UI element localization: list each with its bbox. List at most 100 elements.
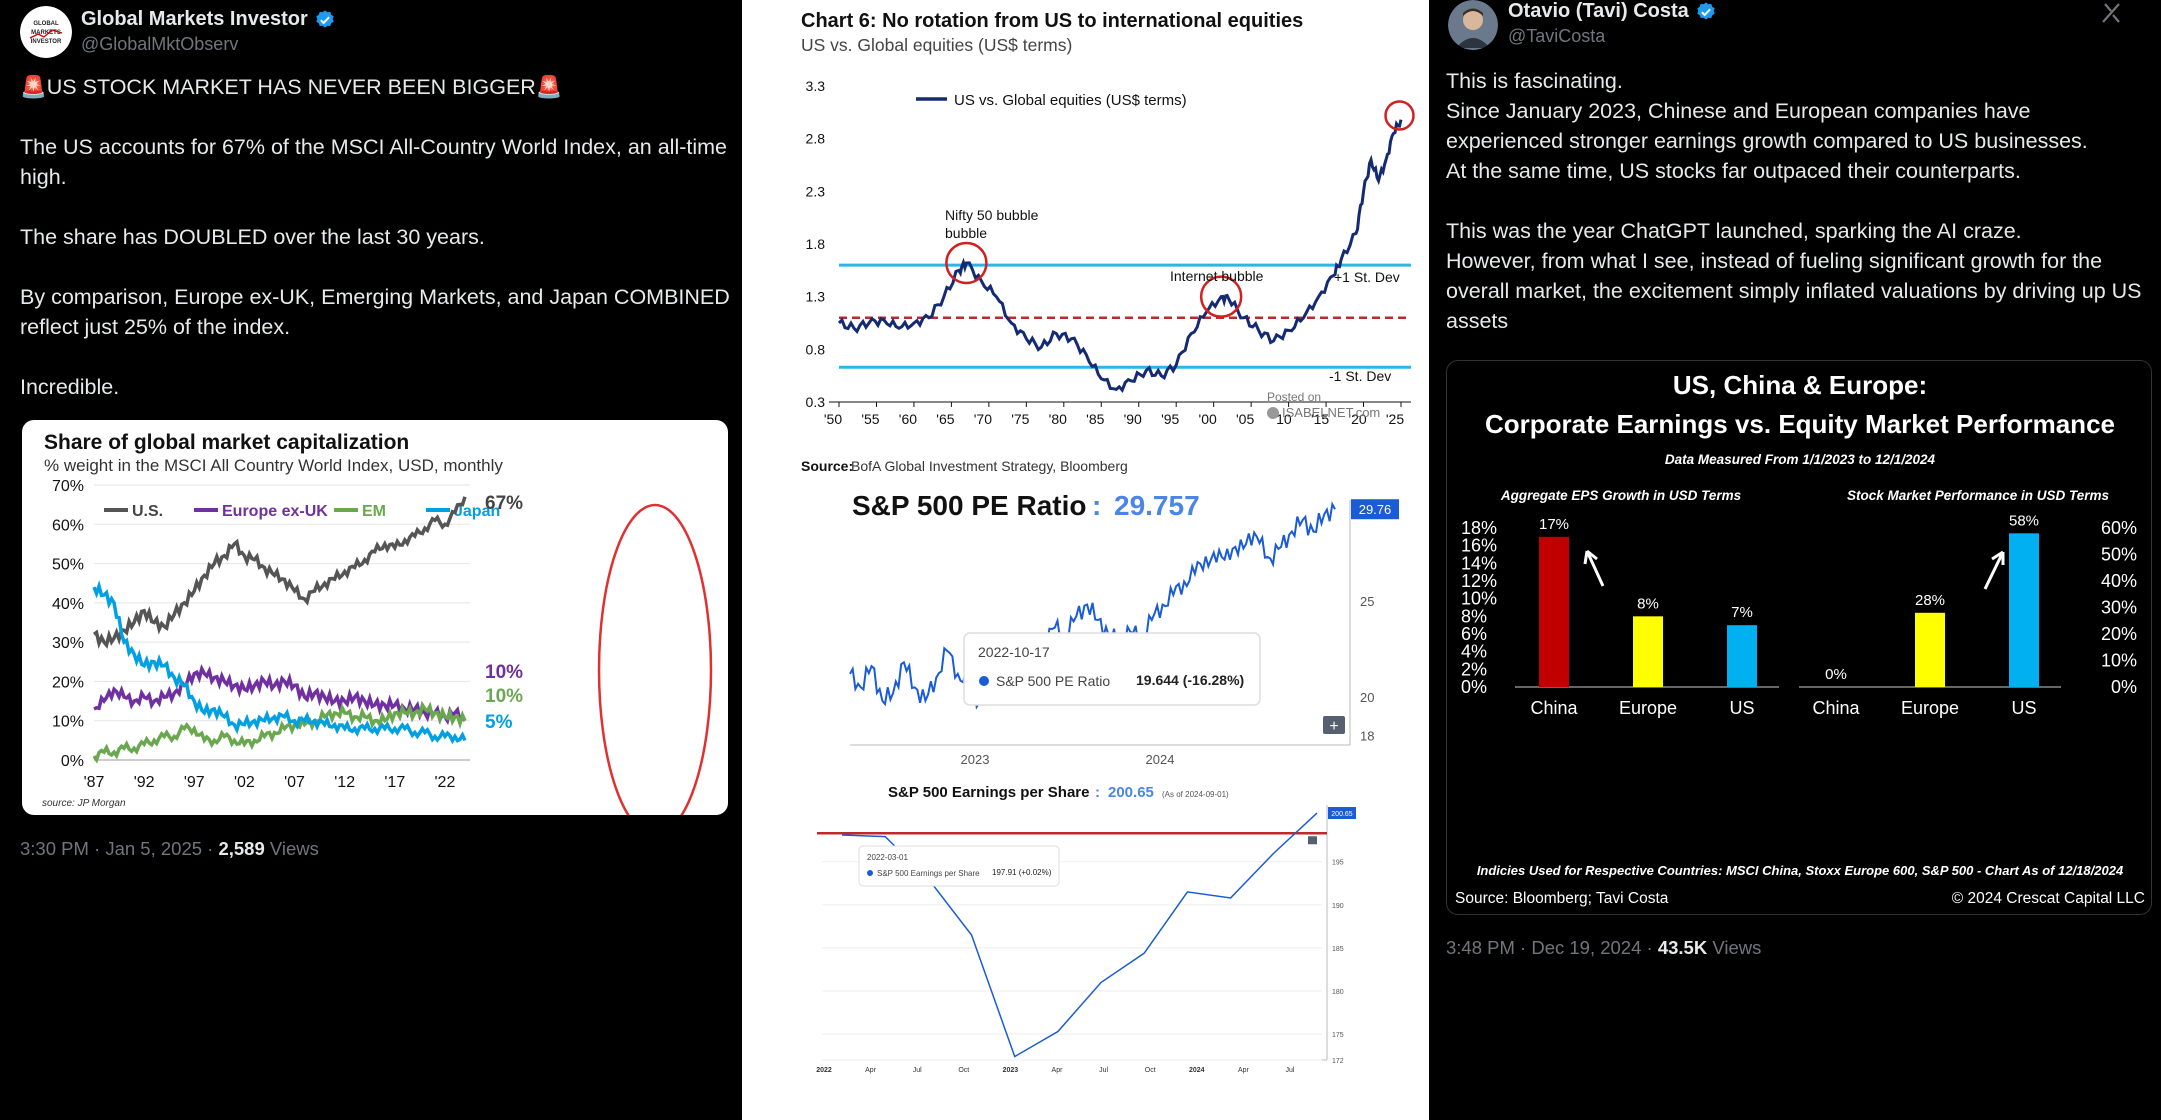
legend-label: EM — [362, 503, 386, 520]
y-tick-label: 30% — [52, 635, 84, 652]
y-tick-label: 1.8 — [806, 236, 826, 252]
share-chart-card[interactable]: Share of global market capitalization % … — [22, 420, 728, 815]
tweet-timestamp[interactable]: 3:30 PM · Jan 5, 2025 · — [20, 838, 219, 859]
y-tick-label: 20% — [52, 674, 84, 691]
tooltip-value: 197.91 (+0.02%) — [992, 868, 1052, 877]
crescat-chart-card[interactable]: US, China & Europe: Corporate Earnings v… — [1446, 360, 2152, 915]
category-label: China — [1812, 698, 1860, 718]
tweet-paragraph: Incredible. — [20, 375, 120, 399]
x-tick-label: Apr — [865, 1067, 877, 1074]
pe-chart: S&P 500 PE Ratio : 29.757 25 20 18 2023 2024… — [849, 490, 1399, 767]
tweet-timestamp[interactable]: 3:48 PM · Dec 19, 2024 · — [1446, 937, 1658, 958]
y-tick-label: 40% — [52, 596, 84, 613]
tooltip-dot — [979, 676, 989, 686]
legend-label: Japan — [454, 503, 500, 520]
y-tick-label: 195 — [1332, 860, 1344, 867]
y-tick-label: 0% — [2111, 677, 2137, 697]
category-label: US — [2011, 698, 2036, 718]
author-avatar[interactable] — [1448, 0, 1498, 50]
bar-us — [1727, 625, 1757, 687]
tweet-meta[interactable]: 3:30 PM · Jan 5, 2025 · 2,589 Views — [20, 838, 319, 860]
author-handle[interactable]: @TaviCosta — [1508, 26, 1606, 46]
tooltip-value: 19.644 (-16.28%) — [1136, 672, 1244, 688]
avatar-line: INVESTOR — [31, 39, 62, 45]
author-name-text[interactable]: Global Markets Investor — [81, 8, 308, 30]
x-tick-label: '17 — [384, 774, 405, 791]
verified-badge-icon — [1697, 1, 1715, 20]
current-badge — [1328, 807, 1356, 820]
source-label: Source: — [801, 458, 853, 474]
x-tick-label: '02 — [234, 774, 255, 791]
x-tick-label: 2024 — [1146, 752, 1175, 767]
tweet-paragraph: This was the year ChatGPT launched, spar… — [1446, 219, 2022, 243]
y-tick-label: 3.3 — [806, 78, 826, 94]
watermark-line1: Posted on — [1267, 390, 1321, 404]
current-badge-value: 29.76 — [1359, 502, 1392, 517]
eps-tooltip[interactable]: 2022-03-01 S&P 500 Earnings per Share 19… — [858, 845, 1060, 887]
tweet-paragraph: However, from what I see, instead of fue… — [1446, 249, 2142, 333]
x-tick-label: '55 — [861, 411, 879, 427]
x-tick-label: Apr — [1238, 1067, 1250, 1074]
x-tick-label: '90 — [1124, 411, 1142, 427]
x-tick-label: '75 — [1011, 411, 1029, 427]
bar-us — [2009, 533, 2039, 687]
views-label: Views — [1707, 937, 1762, 958]
expand-button[interactable]: + — [1323, 716, 1345, 735]
chart-title: S&P 500 Earnings per Share — [888, 784, 1089, 801]
y-tick-label: 20 — [1360, 690, 1374, 705]
x-tick-label: Apr — [1052, 1067, 1064, 1074]
bar-europe — [1633, 616, 1663, 687]
watermark-line2: ISABELNET.com — [1282, 405, 1380, 420]
tooltip-label: S&P 500 PE Ratio — [996, 673, 1110, 689]
author-handle[interactable]: @GlobalMktObserv — [81, 34, 239, 54]
chart-title: S&P 500 PE Ratio — [852, 490, 1086, 521]
x-tick-label: Jul — [1099, 1067, 1108, 1074]
author-name[interactable]: Otavio (Tavi) Costa — [1508, 0, 1717, 23]
author-name[interactable]: Global Markets Investor — [81, 8, 336, 31]
pe-tooltip[interactable]: 2022-10-17 S&P 500 PE Ratio 19.644 (-16.… — [963, 632, 1261, 706]
arrow-up-icon — [1983, 550, 2005, 590]
author-avatar[interactable]: GLOBAL MARKETS INVESTOR — [20, 6, 72, 58]
x-tick-label: '87 — [84, 774, 105, 791]
tweet-text: This is fascinating. Since January 2023,… — [1446, 66, 2151, 336]
author-name-text[interactable]: Otavio (Tavi) Costa — [1508, 0, 1689, 22]
eps-chart: S&P 500 Earnings per Share : 200.65 (As … — [816, 784, 1356, 1074]
share-chart: Share of global market capitalization % … — [42, 431, 713, 815]
series-end-label: 5% — [485, 712, 513, 733]
y-tick-label: 4% — [1461, 642, 1487, 662]
tweet-paragraph: Since January 2023, Chinese and European… — [1446, 99, 2088, 153]
bar-value-label: 28% — [1915, 592, 1945, 609]
tooltip-label: S&P 500 Earnings per Share — [877, 869, 980, 878]
chart-source: source: JP Morgan — [42, 798, 126, 809]
x-tick-label: '70 — [974, 411, 992, 427]
crescat-chart: US, China & Europe: Corporate Earnings v… — [1455, 370, 2145, 907]
category-label: Europe — [1619, 698, 1677, 718]
series-line-japan — [92, 580, 467, 745]
highlight-circle — [597, 503, 713, 815]
y-tick-label: 0% — [1461, 677, 1487, 697]
x-tick-label: 2022 — [816, 1067, 832, 1074]
y-tick-label: 60% — [2101, 518, 2137, 538]
chart-legend: US vs. Global equities (US$ terms) — [954, 92, 1187, 109]
series-end-label: 10% — [485, 662, 523, 683]
bar-value-label: 7% — [1731, 604, 1753, 621]
y-tick-label: 0.8 — [806, 341, 826, 357]
y-tick-label: 6% — [1461, 624, 1487, 644]
tweet-paragraph: The share has DOUBLED over the last 30 y… — [20, 225, 485, 249]
title-sep: : — [1092, 490, 1101, 521]
y-tick-label: 185 — [1332, 946, 1344, 953]
current-badge — [1351, 499, 1399, 520]
category-label: US — [1729, 698, 1754, 718]
tweet-headline: 🚨US STOCK MARKET HAS NEVER BEEN BIGGER🚨 — [20, 75, 563, 99]
y-tick-label: 50% — [2101, 545, 2137, 565]
y-tick-label: 70% — [52, 478, 84, 495]
grok-icon[interactable] — [2099, 2, 2123, 24]
tweet-meta[interactable]: 3:48 PM · Dec 19, 2024 · 43.5K Views — [1446, 937, 1761, 959]
chart-subtitle: Data Measured From 1/1/2023 to 12/1/2024 — [1665, 452, 1936, 467]
y-tick-label: 10% — [2101, 651, 2137, 671]
x-tick-label: '97 — [184, 774, 205, 791]
chart-subtitle: % weight in the MSCI All Country World I… — [44, 456, 503, 475]
x-tick-label: Oct — [958, 1067, 969, 1074]
left-tweet: GLOBAL MARKETS INVESTOR Global Markets I… — [0, 0, 742, 1120]
bar-china — [1539, 536, 1569, 687]
